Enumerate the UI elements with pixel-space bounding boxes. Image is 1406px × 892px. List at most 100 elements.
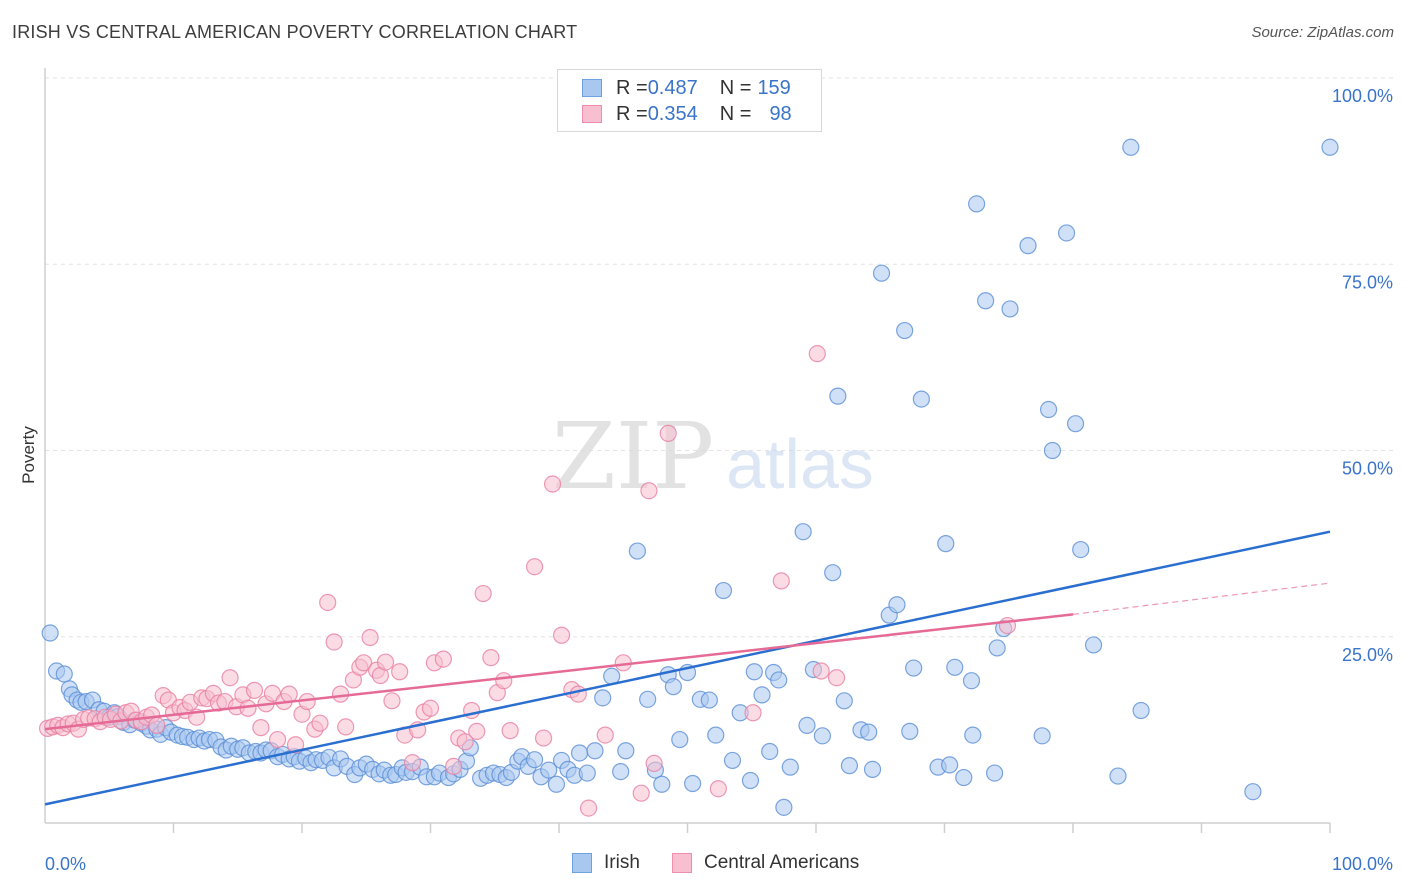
data-points — [38, 138, 1339, 817]
central-americans-point — [337, 718, 355, 736]
central-americans-point — [268, 730, 287, 749]
irish-point — [745, 663, 763, 681]
central-americans-point — [534, 729, 553, 747]
central-americans-point — [434, 650, 452, 668]
irish-point — [775, 798, 793, 816]
irish-point — [540, 761, 558, 779]
central-americans-point — [827, 669, 846, 687]
central-americans-point — [525, 558, 544, 576]
irish-point — [41, 624, 59, 642]
x-tick-label: 0.0% — [45, 854, 86, 874]
tick-labels: 100.0% 75.0% 50.0% 25.0% 0.0% 100.0% — [45, 86, 1393, 874]
legend-r-label: R = — [616, 102, 648, 125]
y-tick-label: 25.0% — [1342, 645, 1393, 665]
central-americans-point — [391, 663, 409, 681]
watermark: ZIP atlas — [552, 403, 874, 510]
grid-lines — [45, 77, 1394, 638]
irish-point — [872, 264, 891, 282]
irish-trend-line — [44, 530, 1331, 806]
irish-point — [1109, 767, 1127, 785]
irish-point — [813, 727, 832, 745]
watermark-atlas: atlas — [726, 425, 874, 503]
y-tick-label: 100.0% — [1332, 86, 1393, 106]
irish-point — [824, 564, 842, 582]
central-americans-trend-extension — [1072, 582, 1331, 615]
irish-point — [937, 535, 955, 553]
central-americans-point — [221, 669, 239, 687]
central-americans-point — [543, 475, 562, 493]
legend-n-label: N = — [719, 102, 752, 125]
bottom-legend-label-irish: Irish — [604, 852, 640, 873]
legend-row-central-americans: R = 0.354 N = 98 — [582, 102, 792, 126]
irish-point — [896, 321, 914, 340]
irish-point — [578, 764, 596, 782]
irish-point — [684, 774, 702, 793]
bottom-legend-swatch-irish — [572, 853, 592, 873]
irish-point — [1321, 138, 1339, 156]
central-americans-point — [148, 716, 166, 735]
irish-point — [955, 768, 973, 787]
irish-point — [741, 771, 760, 790]
chart-title: IRISH VS CENTRAL AMERICAN POVERTY CORREL… — [12, 22, 578, 42]
irish-point — [863, 760, 882, 778]
central-americans-point — [355, 654, 373, 672]
irish-point — [1084, 636, 1103, 654]
irish-point — [986, 764, 1004, 782]
irish-point — [612, 762, 630, 781]
central-americans-point — [640, 482, 658, 500]
central-americans-point — [319, 593, 337, 612]
irish-point — [1039, 400, 1058, 419]
irish-point — [901, 722, 919, 740]
watermark-zip: ZIP — [552, 403, 714, 510]
central-americans-point — [596, 726, 614, 744]
legend-swatch-irish — [582, 79, 602, 97]
legend-r-value: 0.487 — [647, 76, 698, 99]
trend-lines — [44, 530, 1331, 806]
irish-point — [525, 751, 544, 769]
central-americans-point — [474, 584, 492, 603]
central-americans-point — [245, 681, 264, 699]
irish-point — [835, 692, 853, 710]
irish-point — [664, 678, 682, 696]
irish-point — [1122, 138, 1140, 156]
bottom-legend-swatch-central-americans — [672, 853, 692, 873]
central-americans-point — [376, 653, 395, 671]
irish-point — [1033, 727, 1051, 745]
central-americans-point — [709, 780, 727, 798]
irish-point — [1132, 701, 1150, 720]
legend-r-value: 0.354 — [647, 102, 698, 125]
central-americans-point — [482, 649, 500, 667]
central-americans-point — [456, 733, 474, 751]
legend-row-irish: R = 0.487 N = 159 — [582, 76, 791, 100]
central-americans-point — [331, 685, 350, 703]
central-americans-point — [772, 572, 790, 590]
irish-point — [55, 665, 73, 683]
irish-point — [946, 658, 964, 676]
irish-point — [798, 716, 816, 735]
central-americans-point — [280, 685, 298, 703]
irish-point — [1001, 300, 1019, 318]
irish-point — [770, 671, 788, 689]
central-americans-point — [361, 628, 379, 647]
central-americans-point — [808, 345, 826, 363]
irish-point — [829, 387, 847, 405]
central-americans-point — [501, 722, 519, 740]
irish-point — [594, 689, 612, 707]
irish-point — [671, 730, 689, 749]
central-americans-point — [632, 784, 650, 802]
central-americans-point — [659, 424, 677, 442]
irish-point — [1057, 224, 1076, 242]
irish-point — [912, 390, 930, 408]
irish-point — [860, 723, 878, 741]
irish-point — [714, 581, 733, 600]
central-americans-point — [579, 799, 598, 817]
irish-point — [1244, 783, 1262, 801]
central-americans-point — [311, 714, 329, 732]
bottom-legend-central-americans: Central Americans — [672, 852, 859, 874]
irish-point — [905, 659, 923, 677]
y-tick-label: 75.0% — [1342, 272, 1393, 292]
central-americans-point — [286, 736, 305, 754]
legend-r-label: R = — [616, 76, 648, 99]
central-americans-point — [421, 699, 440, 717]
